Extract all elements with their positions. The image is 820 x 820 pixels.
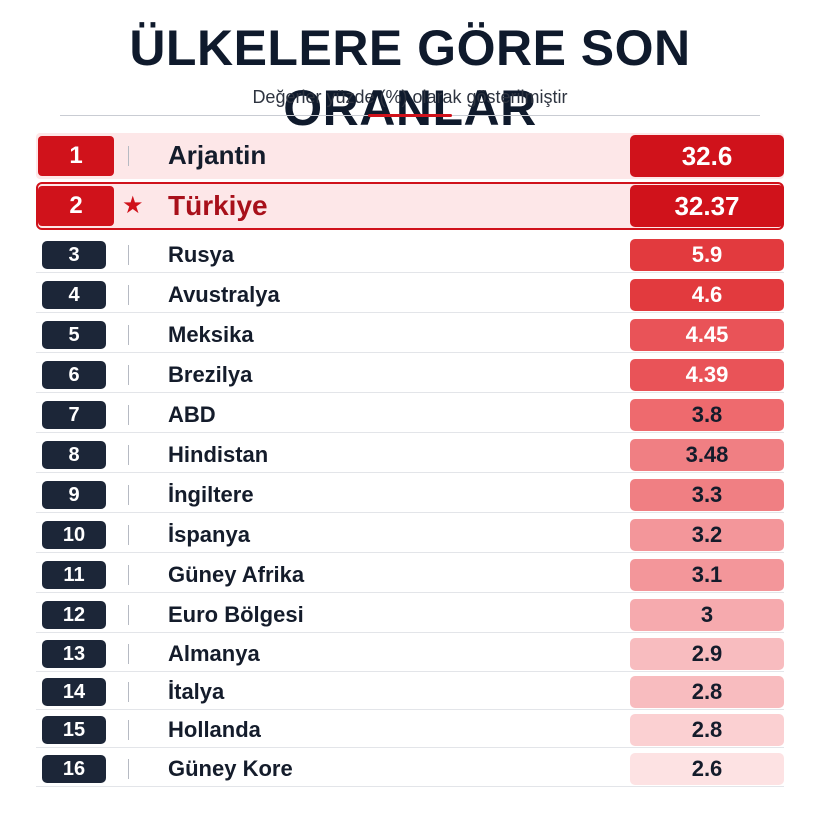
country-name: Rusya [168, 242, 235, 268]
country-name: Avustralya [168, 282, 280, 308]
row-background [36, 674, 784, 710]
rank-badge: 12 [42, 601, 106, 629]
rank-badge: 8 [42, 441, 106, 469]
rank-badge: 6 [42, 361, 106, 389]
country-name: Arjantin [168, 140, 267, 171]
table-row: 11 Güney Afrika 3.1 [36, 557, 784, 593]
country-name: Brezilya [168, 362, 253, 388]
row-separator [128, 525, 129, 545]
row-background [36, 751, 784, 787]
row-separator [128, 325, 129, 345]
rank-badge: 14 [42, 678, 106, 706]
row-separator [128, 365, 129, 385]
table-row: 14 İtalya 2.8 [36, 674, 784, 710]
value-cell: 2.8 [630, 676, 784, 708]
star-icon: ★ [122, 192, 144, 219]
row-separator [128, 682, 129, 702]
row-separator [128, 405, 129, 425]
row-separator [128, 565, 129, 585]
row-background [36, 636, 784, 672]
row-separator [128, 759, 129, 779]
country-name: ABD [168, 402, 216, 428]
table-row: 16 Güney Kore 2.6 [36, 751, 784, 787]
country-name: İtalya [168, 679, 225, 705]
value-cell: 32.37 [630, 185, 784, 227]
rank-badge: 7 [42, 401, 106, 429]
value-cell: 3.2 [630, 519, 784, 551]
value-cell: 3.3 [630, 479, 784, 511]
value-cell: 3.1 [630, 559, 784, 591]
rank-badge: 11 [42, 561, 106, 589]
table-row: 10 İspanya 3.2 [36, 517, 784, 553]
rank-badge: 9 [42, 481, 106, 509]
value-cell: 2.8 [630, 714, 784, 746]
rank-badge: 3 [42, 241, 106, 269]
table-row: 8 Hindistan 3.48 [36, 437, 784, 473]
row-separator [128, 720, 129, 740]
row-separator [128, 485, 129, 505]
value-cell: 2.6 [630, 753, 784, 785]
country-name: Euro Bölgesi [168, 602, 304, 628]
row-separator [128, 644, 129, 664]
country-name: Hindistan [168, 442, 269, 468]
value-cell: 3.48 [630, 439, 784, 471]
table-row: 9 İngiltere 3.3 [36, 477, 784, 513]
country-name: Güney Afrika [168, 562, 305, 588]
rank-badge: 1 [38, 136, 114, 176]
value-cell: 4.45 [630, 319, 784, 351]
rank-badge: 2 [38, 186, 114, 226]
table-row: 2 ★ Türkiye 32.37 [36, 182, 784, 230]
value-cell: 3.8 [630, 399, 784, 431]
row-background [36, 557, 784, 593]
page-title: ÜLKELERE GÖRE SON ORANLAR [129, 20, 691, 136]
row-background [36, 277, 784, 313]
value-cell: 32.6 [630, 135, 784, 177]
country-name: İngiltere [168, 482, 254, 508]
rank-badge: 5 [42, 321, 106, 349]
row-separator [128, 605, 129, 625]
page-subtitle: Değerler yüzde (%) olarak gösterilmiştir [252, 87, 568, 107]
row-background [36, 597, 784, 633]
value-cell: 2.9 [630, 638, 784, 670]
table-row: 7 ABD 3.8 [36, 397, 784, 433]
rank-badge: 13 [42, 640, 106, 668]
table-row: 5 Meksika 4.45 [36, 317, 784, 353]
country-name: İspanya [168, 522, 250, 548]
row-separator [128, 445, 129, 465]
value-cell: 4.6 [630, 279, 784, 311]
row-background [36, 357, 784, 393]
row-background [36, 237, 784, 273]
table-row: 12 Euro Bölgesi 3 [36, 597, 784, 633]
row-background [36, 517, 784, 553]
value-cell: 3 [630, 599, 784, 631]
country-name: Güney Kore [168, 756, 293, 782]
rank-badge: 15 [42, 716, 106, 744]
country-name: Almanya [168, 641, 260, 667]
value-cell: 5.9 [630, 239, 784, 271]
table-row: 1 Arjantin 32.6 [36, 133, 784, 179]
rank-badge: 16 [42, 755, 106, 783]
country-name: Hollanda [168, 717, 261, 743]
row-background [36, 477, 784, 513]
table-row: 4 Avustralya 4.6 [36, 277, 784, 313]
table-row: 15 Hollanda 2.8 [36, 712, 784, 748]
row-background [36, 437, 784, 473]
country-name: Türkiye [168, 189, 268, 221]
value-cell: 4.39 [630, 359, 784, 391]
table-row: 13 Almanya 2.9 [36, 636, 784, 672]
country-name: Meksika [168, 322, 254, 348]
rank-badge: 4 [42, 281, 106, 309]
table-row: 6 Brezilya 4.39 [36, 357, 784, 393]
row-background [36, 712, 784, 748]
row-background [36, 397, 784, 433]
row-separator [128, 285, 129, 305]
row-separator [128, 245, 129, 265]
row-background [36, 317, 784, 353]
row-separator [128, 146, 129, 166]
rank-badge: 10 [42, 521, 106, 549]
title-divider-accent [368, 114, 452, 117]
table-row: 3 Rusya 5.9 [36, 237, 784, 273]
